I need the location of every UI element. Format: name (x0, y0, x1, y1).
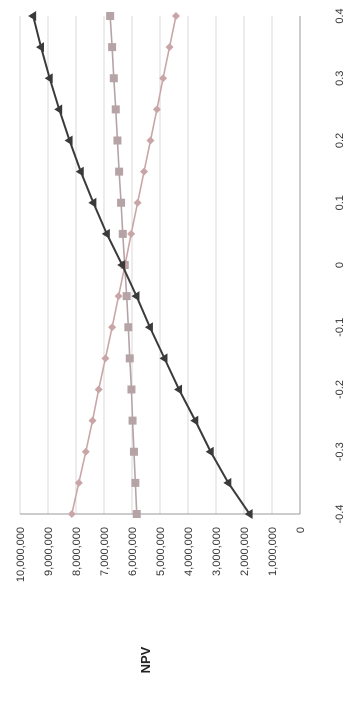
data-point (118, 229, 127, 238)
data-point (174, 384, 183, 395)
data-point (44, 73, 53, 84)
y-tick-labels: 0 1,000,000 2,000,000 3,000,000 4,000,000 5,0… (15, 527, 307, 582)
data-point (113, 136, 122, 145)
x-tick-label: -0.3 (334, 442, 346, 461)
data-point (205, 446, 214, 457)
x-tick-label: 0.1 (334, 195, 346, 210)
data-point (117, 198, 126, 207)
data-point (108, 43, 117, 52)
data-point (67, 510, 76, 518)
x-tick-label: 0.2 (334, 133, 346, 148)
data-point (159, 74, 168, 83)
x-tick-label: 0.3 (334, 71, 346, 86)
series-diamond (67, 12, 180, 518)
data-point (36, 42, 44, 53)
data-point (144, 322, 153, 333)
series-triangle (28, 11, 253, 519)
data-point (171, 12, 180, 20)
data-point (74, 478, 83, 487)
data-point (88, 416, 97, 425)
data-point (101, 354, 110, 363)
data-point (124, 323, 133, 332)
data-point (146, 136, 155, 145)
data-point (159, 353, 168, 364)
x-tick-label: -0.1 (334, 318, 346, 337)
x-tick-label: -0.2 (334, 380, 346, 399)
data-point (108, 323, 117, 332)
data-point (109, 74, 118, 83)
data-point (129, 447, 138, 456)
data-point (140, 167, 149, 176)
y-tick-label: 1,000,000 (267, 527, 279, 576)
y-tick-label: 5,000,000 (155, 527, 167, 576)
data-point (128, 416, 137, 425)
data-point (101, 228, 110, 239)
data-point (94, 385, 103, 394)
data-point (111, 105, 120, 114)
data-point (223, 477, 232, 488)
data-point (131, 291, 140, 302)
y-tick-label: 9,000,000 (43, 527, 55, 576)
data-point (122, 292, 131, 301)
data-point (190, 415, 199, 426)
data-point (152, 105, 161, 114)
data-point (131, 478, 140, 487)
data-point (132, 510, 141, 518)
data-point (88, 197, 97, 208)
data-point (64, 135, 73, 146)
data-point (133, 198, 142, 207)
data-point (75, 166, 84, 177)
y-tick-label: 0 (295, 527, 307, 533)
data-point (28, 11, 37, 21)
data-point (81, 447, 90, 456)
y-tick-label: 7,000,000 (99, 527, 111, 576)
data-point (106, 12, 115, 20)
data-point (115, 167, 124, 176)
y-tick-label: 2,000,000 (239, 527, 251, 576)
y-tick-label: 3,000,000 (211, 527, 223, 576)
y-tick-label: 6,000,000 (127, 527, 139, 576)
data-point (127, 385, 136, 394)
grid-lines (19, 16, 301, 515)
data-point (165, 43, 174, 52)
x-tick-label: -0.4 (334, 505, 346, 524)
y-tick-label: 4,000,000 (183, 527, 195, 576)
y-tick-label: 8,000,000 (71, 527, 83, 576)
x-tick-label: 0 (334, 262, 346, 268)
data-point (117, 260, 126, 270)
x-tick-labels: -0.4 -0.3 -0.2 -0.1 0 0.1 0.2 0.3 0.4 (334, 8, 346, 523)
data-point (125, 354, 134, 363)
y-axis-label: NPV (138, 646, 153, 673)
data-point (127, 229, 136, 238)
series-line (32, 15, 251, 515)
data-point (244, 509, 253, 519)
x-tick-label: 0.4 (334, 8, 346, 23)
series-layer (28, 11, 253, 519)
data-point (54, 104, 63, 115)
y-tick-label: 10,000,000 (15, 527, 27, 582)
data-point (114, 292, 123, 301)
